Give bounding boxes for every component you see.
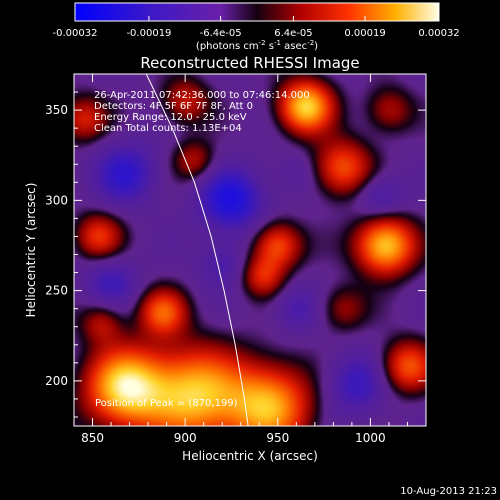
annotation-line: 26-Apr-2011 07:42:36.000 to 07:46:14.000 — [94, 90, 310, 101]
annotation-line: Energy Range: 12.0 - 25.0 keV — [94, 112, 247, 123]
annotation-block: 26-Apr-2011 07:42:36.000 to 07:46:14.000… — [94, 90, 310, 134]
colorbar-ticks: -0.00032 -0.00019 -6.4e-05 6.4e-05 0.00019 0.… — [53, 16, 460, 39]
colorbar-tick-label: -0.00019 — [126, 28, 171, 39]
colorbar: -0.00032 -0.00019 -6.4e-05 6.4e-05 0.00019 0.… — [53, 2, 460, 52]
annotation-line: Clean Total counts: 1.13E+04 — [94, 123, 242, 134]
peak-position-label: Position of Peak = (870,199) — [95, 398, 238, 409]
y-axis-label: Heliocentric Y (arcsec) — [24, 183, 38, 318]
x-tick-label: 1000 — [355, 431, 386, 445]
chart-title: Reconstructed RHESSI Image — [140, 54, 359, 72]
y-tick-label: 200 — [45, 374, 68, 388]
y-tick-label: 250 — [45, 284, 68, 298]
colorbar-tick-label: -6.4e-05 — [200, 28, 242, 39]
x-tick-label: 900 — [174, 431, 197, 445]
footer-date: 10-Aug-2013 21:23 — [400, 486, 497, 497]
colorbar-tick-label: 0.00019 — [344, 28, 385, 39]
plot-frame — [73, 73, 427, 427]
axis-ticks: 850 900 950 1000 200 250 300 350 — [45, 73, 426, 445]
colorbar-tick-label: 6.4e-05 — [274, 28, 312, 39]
y-tick-label: 350 — [45, 103, 68, 117]
colorbar-tick-label: 0.00032 — [418, 28, 459, 39]
x-tick-label: 950 — [266, 431, 289, 445]
x-tick-label: 850 — [81, 431, 104, 445]
annotation-line: Detectors: 4F 5F 6F 7F 8F, Att 0 — [94, 101, 253, 112]
colorbar-gradient — [75, 3, 439, 21]
colorbar-unit: (photons cm-2 s-1 asec-2) — [196, 39, 318, 52]
solar-limb-curve — [145, 74, 249, 426]
heatmap-image — [74, 74, 426, 426]
plot-area — [74, 74, 426, 426]
colorbar-tick-label: -0.00032 — [53, 28, 98, 39]
x-axis-label: Heliocentric X (arcsec) — [182, 449, 318, 463]
y-tick-label: 300 — [45, 193, 68, 207]
